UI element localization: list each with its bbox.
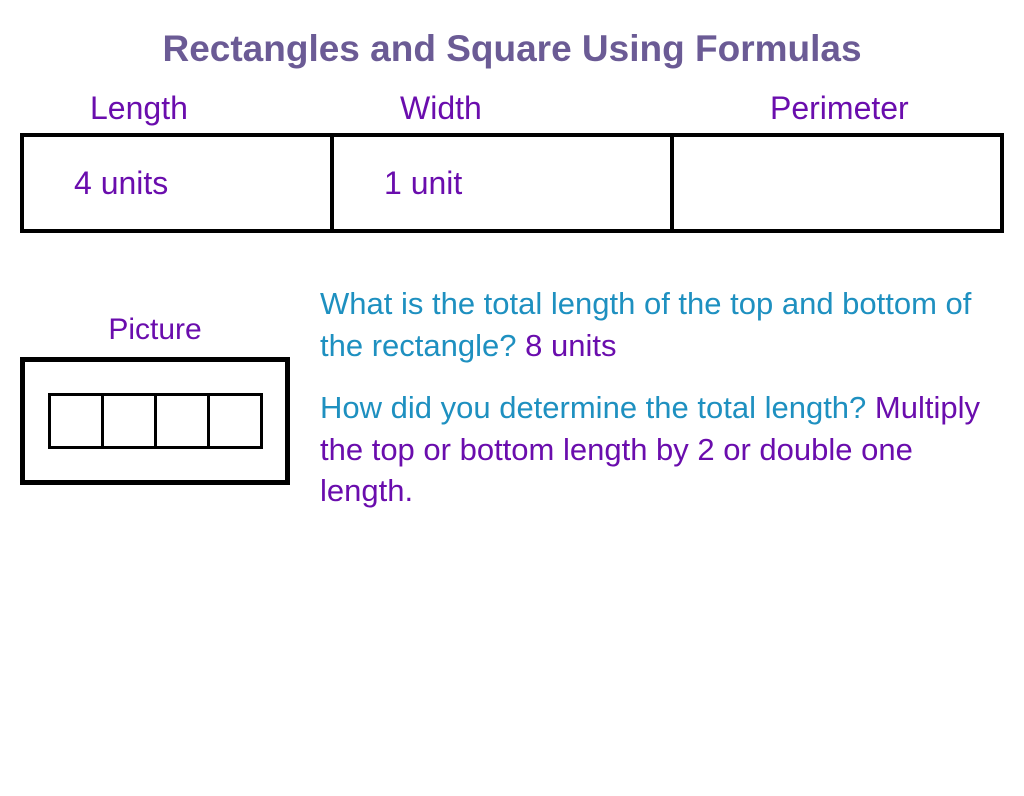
picture-label: Picture <box>20 313 320 347</box>
question-1: What is the total length of the top and … <box>320 283 994 367</box>
header-width: Width <box>350 90 690 127</box>
unit-square <box>104 396 157 446</box>
question-1-text: What is the total length of the top and … <box>320 286 971 363</box>
question-2: How did you determine the total length? … <box>320 387 994 513</box>
header-length: Length <box>20 90 350 127</box>
picture-section: Picture <box>0 283 320 532</box>
table-headers: Length Width Perimeter <box>20 90 1004 127</box>
picture-frame <box>20 357 290 485</box>
page-title: Rectangles and Square Using Formulas <box>0 28 1024 70</box>
unit-square <box>157 396 210 446</box>
table-row: 4 units 1 unit <box>20 133 1004 233</box>
questions-section: What is the total length of the top and … <box>320 283 1024 532</box>
header-perimeter: Perimeter <box>690 90 909 127</box>
unit-square <box>51 396 104 446</box>
unit-square <box>210 396 260 446</box>
cell-length: 4 units <box>24 137 334 229</box>
cell-perimeter <box>674 137 1000 229</box>
data-table: Length Width Perimeter 4 units 1 unit <box>20 90 1004 233</box>
question-2-text: How did you determine the total length? <box>320 390 866 425</box>
unit-rectangle <box>48 393 263 449</box>
cell-width: 1 unit <box>334 137 674 229</box>
answer-1-text: 8 units <box>525 328 616 363</box>
